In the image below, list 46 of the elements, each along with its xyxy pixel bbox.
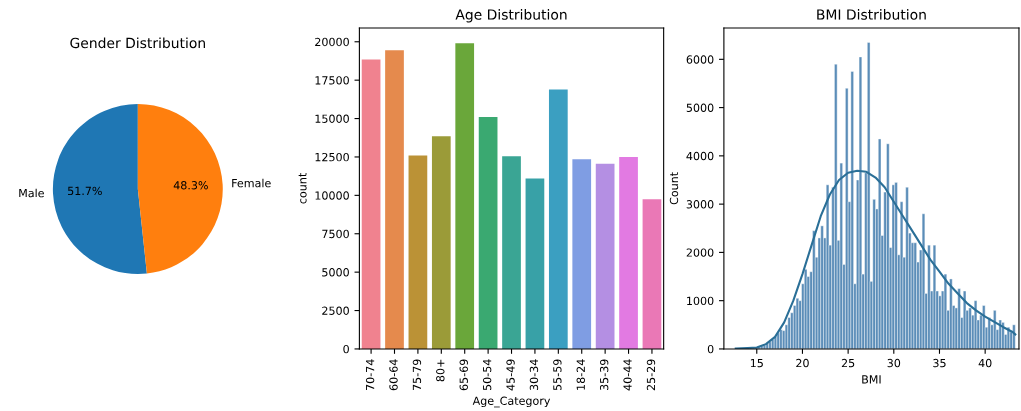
x-tick-label: 80+ (436, 359, 445, 382)
y-tick-label: 10000 (315, 191, 349, 200)
x-axis-title: BMI (862, 375, 881, 384)
x-tick-label: 45-49 (506, 359, 515, 391)
chart-title: BMI Distribution (817, 9, 926, 20)
slice-label: Female (232, 178, 271, 188)
slice-label: Male (19, 188, 44, 198)
y-tick-label: 7500 (322, 229, 349, 239)
x-tick-label: 20 (796, 358, 809, 368)
y-tick-label: 1000 (687, 296, 714, 306)
y-tick-label: 5000 (686, 103, 714, 112)
y-tick-label: 3000 (686, 200, 714, 209)
y-tick-label: 17500 (315, 76, 349, 85)
x-tick-label: 30 (887, 358, 901, 368)
x-tick-label: 55-59 (553, 359, 562, 391)
y-tick-label: 0 (343, 344, 349, 354)
x-tick-label: 35-39 (599, 359, 609, 391)
x-tick-label: 25-29 (646, 359, 656, 391)
y-tick-label: 2000 (686, 248, 714, 257)
y-tick-label: 5000 (322, 268, 349, 277)
x-tick-label: 40 (978, 358, 992, 368)
x-axis-title: Age_Category (472, 396, 551, 408)
data-label: 51.7% (68, 186, 102, 196)
x-tick-label: 70-74 (365, 359, 375, 391)
chart-title: Gender Distribution (70, 37, 205, 49)
x-tick-label: 15 (750, 359, 763, 368)
y-axis-title: Count (669, 172, 679, 205)
y-tick-label: 6000 (686, 55, 714, 64)
x-tick-label: 50-54 (482, 359, 492, 391)
x-tick-label: 65-69 (459, 359, 468, 391)
x-tick-label: 60-64 (389, 359, 398, 391)
data-label: 48.3% (173, 181, 208, 190)
y-tick-label: 4000 (686, 151, 714, 161)
y-tick-label: 2500 (322, 306, 349, 315)
x-tick-label: 25 (841, 358, 855, 368)
x-tick-label: 35 (933, 358, 946, 368)
y-tick-label: 20000 (315, 37, 349, 47)
y-tick-label: 15000 (315, 114, 349, 123)
x-tick-label: 30-34 (529, 359, 539, 391)
y-tick-label: 0 (707, 344, 714, 354)
x-tick-label: 40-44 (623, 359, 632, 391)
y-tick-label: 12500 (315, 152, 349, 162)
chart-title: Age Distribution (455, 9, 567, 23)
y-axis-title: count (298, 173, 307, 204)
x-tick-label: 18-24 (576, 359, 585, 390)
x-tick-label: 75-79 (412, 359, 422, 391)
